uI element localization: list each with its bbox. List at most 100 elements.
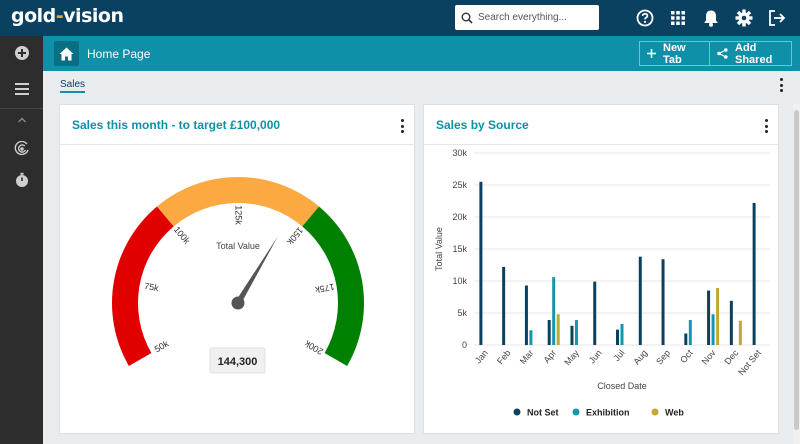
- tabs-more-icon[interactable]: [778, 78, 784, 92]
- legend-item[interactable]: Web: [665, 408, 684, 418]
- y-tick-label: 20k: [452, 212, 467, 222]
- y-axis-label: Total Value: [434, 227, 444, 271]
- bar-not-set[interactable]: [707, 290, 711, 345]
- bar-not-set[interactable]: [479, 181, 483, 345]
- x-tick-label: Jan: [473, 348, 490, 366]
- x-tick-label: Apr: [542, 348, 559, 365]
- gauge-value: 144,300: [218, 356, 258, 368]
- bar-exhibition[interactable]: [688, 320, 692, 345]
- bar-panel-title: Sales by Source: [436, 118, 529, 132]
- tab-sales[interactable]: Sales: [60, 79, 86, 93]
- add-icon[interactable]: [12, 43, 32, 63]
- history-icon[interactable]: [12, 139, 32, 159]
- new-tab-label: New Tab: [663, 41, 686, 66]
- bar-not-set[interactable]: [729, 300, 733, 345]
- x-tick-label: Oct: [678, 347, 695, 365]
- y-tick-label: 5k: [457, 308, 467, 318]
- home-icon: [59, 47, 74, 60]
- x-tick-label: Sep: [654, 348, 672, 367]
- bar-exhibition[interactable]: [574, 320, 578, 345]
- top-bar: gold-vision: [0, 0, 800, 36]
- gauge-tick-label: 125k: [234, 205, 244, 225]
- add-shared-button[interactable]: Add Shared: [709, 41, 792, 66]
- legend-swatch: [651, 408, 659, 416]
- bar-not-set[interactable]: [502, 266, 506, 345]
- add-shared-label: Add Shared: [735, 41, 773, 66]
- new-tab-button[interactable]: New Tab: [639, 41, 710, 66]
- x-tick-label: Feb: [495, 348, 513, 366]
- share-icon: [717, 48, 728, 59]
- bar-chart-panel: Sales by Source 0 5k 10k 15k 20k 25k 30k Total …: [423, 104, 779, 434]
- bar-not-set[interactable]: [684, 333, 688, 345]
- gauge-band-0: [112, 206, 174, 366]
- apps-grid-icon[interactable]: [668, 8, 688, 28]
- bar-exhibition[interactable]: [552, 277, 556, 345]
- plus-icon: [647, 49, 656, 58]
- gear-icon[interactable]: [734, 8, 754, 28]
- help-icon[interactable]: [635, 8, 655, 28]
- gauge-panel: Sales this month - to target £100,000 50…: [59, 104, 415, 434]
- y-tick-label: 25k: [452, 180, 467, 190]
- bar-exhibition[interactable]: [529, 330, 533, 345]
- search-box[interactable]: [455, 5, 599, 30]
- bar-panel-header: Sales by Source: [424, 105, 778, 145]
- bar-more-icon[interactable]: [763, 119, 769, 133]
- dashboard-tabs: Sales: [43, 71, 800, 98]
- bar-not-set[interactable]: [616, 329, 619, 345]
- bar-web[interactable]: [556, 314, 560, 345]
- gauge-tick-label: 75k: [143, 281, 160, 293]
- bar-not-set[interactable]: [661, 259, 665, 345]
- gauge-tick-label: 200k: [303, 338, 325, 357]
- bar-web[interactable]: [716, 288, 720, 345]
- bar-chart: 0 5k 10k 15k 20k 25k 30k Total Value Jan Feb Mar Ap…: [434, 148, 770, 418]
- x-tick-label: Jul: [611, 348, 626, 363]
- x-tick-label: Mar: [518, 348, 536, 366]
- search-input[interactable]: [478, 12, 588, 23]
- page-header: Home Page New Tab Add Shared: [43, 36, 800, 71]
- gauge-tick-label: 150k: [285, 225, 306, 247]
- bell-icon[interactable]: [701, 8, 721, 28]
- legend-item[interactable]: Not Set: [527, 408, 559, 418]
- gauge-label: Total Value: [216, 241, 260, 251]
- gauge-more-icon[interactable]: [399, 119, 405, 133]
- bar-not-set[interactable]: [570, 325, 574, 345]
- x-tick-label: Dec: [722, 347, 740, 366]
- gauge-band-2: [302, 206, 365, 366]
- legend-swatch: [513, 408, 521, 416]
- sidebar-divider: [0, 108, 43, 109]
- legend-swatch: [572, 408, 580, 416]
- x-tick-label: Not Set: [736, 347, 763, 377]
- x-tick-label: Aug: [631, 348, 649, 367]
- bar-not-set[interactable]: [752, 202, 756, 345]
- bar-not-set[interactable]: [638, 256, 642, 345]
- bar-exhibition[interactable]: [711, 314, 715, 345]
- logout-icon[interactable]: [767, 8, 787, 28]
- bar-not-set[interactable]: [524, 285, 528, 345]
- y-tick-label: 10k: [452, 276, 467, 286]
- timer-icon[interactable]: [12, 170, 32, 190]
- bar-exhibition[interactable]: [620, 323, 624, 345]
- search-icon: [461, 12, 473, 24]
- gauge-tick-label: 100k: [172, 224, 193, 246]
- gauge-value-box: [209, 347, 266, 374]
- gauge-panel-header: Sales this month - to target £100,000: [60, 105, 414, 145]
- gauge-tick-label: 175k: [314, 282, 335, 295]
- y-tick-label: 0: [462, 340, 467, 350]
- home-button[interactable]: [54, 41, 79, 66]
- bar-not-set[interactable]: [547, 320, 551, 345]
- sidebar: [0, 36, 43, 444]
- gauge-band-1: [157, 176, 319, 227]
- page-title: Home Page: [87, 47, 151, 61]
- x-tick-label: May: [562, 347, 581, 367]
- bar-not-set[interactable]: [593, 281, 597, 345]
- legend-item[interactable]: Exhibition: [586, 408, 630, 418]
- gauge-tick-label: 50k: [153, 338, 171, 354]
- y-tick-label: 30k: [452, 148, 467, 158]
- page-scrollbar-thumb[interactable]: [794, 110, 799, 430]
- chevron-up-icon[interactable]: [12, 110, 32, 130]
- gauge-needle: [235, 236, 279, 305]
- app-logo[interactable]: gold-vision: [11, 5, 124, 27]
- bar-web[interactable]: [738, 320, 742, 345]
- x-tick-label: Nov: [700, 347, 718, 366]
- menu-icon[interactable]: [12, 79, 32, 99]
